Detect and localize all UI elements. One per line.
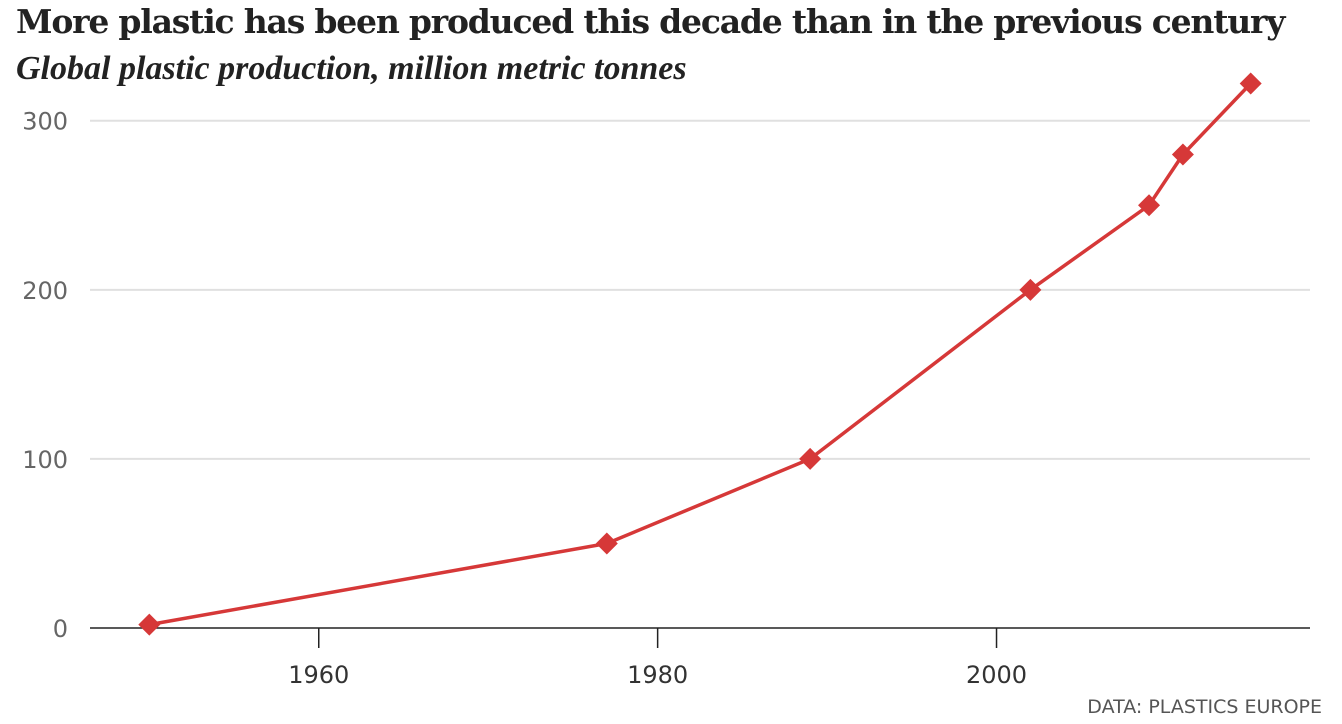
- chart-subtitle: Global plastic production, million metri…: [16, 50, 687, 87]
- y-axis-ticks: 0 100 200 300: [22, 108, 68, 643]
- chart-title: More plastic has been produced this deca…: [16, 2, 1285, 41]
- data-point-marker: [595, 532, 618, 555]
- data-point-marker: [1138, 194, 1161, 217]
- y-tick-label: 300: [22, 108, 68, 136]
- x-axis: 1960 1980 2000: [90, 627, 1310, 689]
- data-point-marker: [1019, 278, 1042, 301]
- y-tick-label: 0: [53, 615, 68, 643]
- x-tick-label: 1960: [288, 661, 349, 689]
- data-point-marker: [1171, 143, 1194, 166]
- data-point-marker: [1239, 72, 1262, 95]
- data-source: DATA: PLASTICS EUROPE: [1087, 696, 1322, 718]
- y-tick-label: 200: [22, 277, 68, 305]
- grid-lines: [90, 119, 1310, 460]
- x-tick-label: 1980: [627, 661, 688, 689]
- y-tick-label: 100: [22, 446, 68, 474]
- series-layer: [138, 72, 1262, 636]
- x-tick-label: 2000: [966, 661, 1027, 689]
- series-line-0: [148, 82, 1252, 627]
- data-point-marker: [138, 613, 161, 636]
- data-point-marker: [799, 447, 822, 470]
